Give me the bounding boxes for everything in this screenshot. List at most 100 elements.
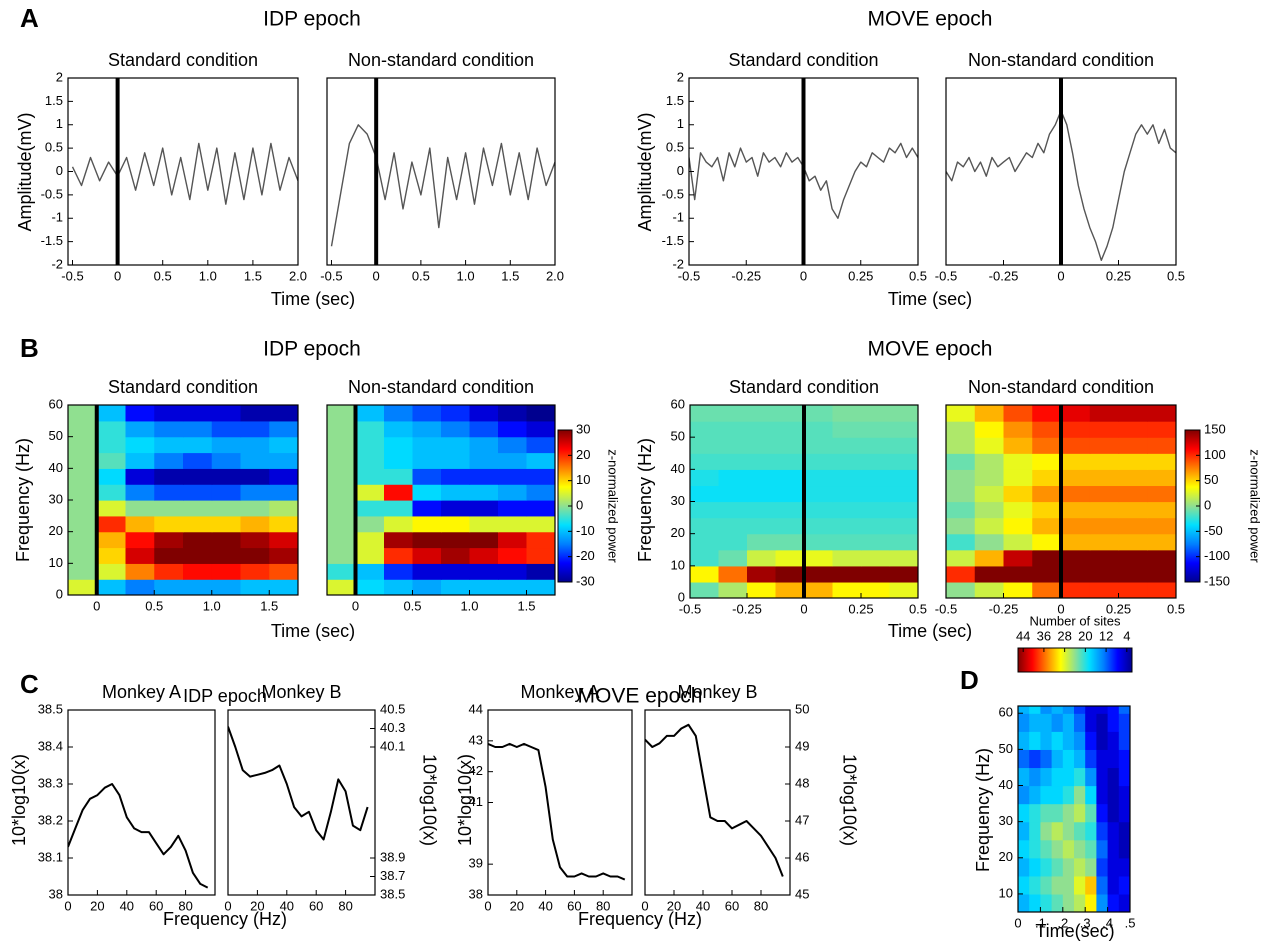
x-tick-label: 1.5 [244, 268, 262, 283]
heatmap-cell [526, 515, 555, 533]
heatmap-cell [1003, 485, 1033, 503]
heatmap-cell [1018, 767, 1030, 787]
heatmap-cell [498, 452, 528, 469]
plot-area [946, 405, 1176, 598]
heatmap-cell [96, 468, 127, 485]
heatmap-cell [1107, 857, 1120, 877]
x-tick-label: 40 [538, 898, 552, 913]
y-tick-label: 1.5 [666, 93, 684, 108]
heatmap-cell [889, 453, 918, 470]
heatmap-cell [1096, 767, 1109, 787]
heatmap-cell [1147, 421, 1176, 438]
heatmap-cell [68, 405, 98, 422]
heatmap-cell [1118, 501, 1148, 519]
heatmap-cell [1018, 731, 1030, 750]
heatmap-cell [1062, 821, 1075, 841]
heatmap-cell [1118, 706, 1130, 714]
x-tick-label: 80 [754, 898, 768, 913]
heatmap-cell [946, 405, 976, 422]
heatmap-cell [1003, 405, 1033, 422]
heatmap-cell [690, 405, 720, 422]
heatmap-cell [498, 405, 528, 422]
colorbar-tick-label: -150 [1204, 573, 1230, 588]
y-tick-label: 60 [999, 705, 1013, 720]
heatmap-cell [1118, 713, 1130, 732]
heatmap-cell [183, 547, 213, 564]
heatmap-cell [974, 517, 1005, 535]
heatmap-cell [1061, 565, 1091, 583]
heatmap-cell [327, 547, 357, 564]
x-tick-label: 0 [93, 598, 100, 613]
heatmap-cell [1074, 706, 1086, 714]
heatmap-cell [469, 420, 499, 438]
heatmap-cell [498, 500, 528, 517]
colorbar-tick-label: 50 [1204, 472, 1218, 487]
x-tick-label: 20 [510, 898, 524, 913]
colorbar-tick-label: 10 [576, 472, 590, 487]
heatmap-cell [1062, 731, 1075, 750]
heatmap-cell [469, 563, 499, 580]
x-tick-label: 1.0 [199, 268, 217, 283]
y-tick-label: 0.5 [666, 140, 684, 155]
heatmap-cell [1107, 803, 1120, 823]
heatmap-cell [240, 579, 270, 595]
x-tick-label: 0 [224, 898, 231, 913]
heatmap-cell [183, 579, 213, 595]
heatmap-cell [804, 421, 834, 438]
heatmap-cell [690, 565, 720, 583]
heatmap-cell [690, 469, 720, 487]
heatmap-cell [125, 515, 155, 533]
heatmap-cell [498, 531, 528, 549]
heatmap-cell [775, 437, 805, 454]
heatmap-cell [498, 579, 528, 595]
heatmap-cell [1040, 785, 1053, 805]
y-tick-label: 50 [49, 428, 63, 443]
x-tick-label: 40 [120, 898, 134, 913]
heatmap-cell [327, 500, 357, 517]
heatmap-cell [269, 452, 298, 469]
x-tick-label: 0 [1057, 601, 1064, 616]
heatmap-cell [861, 469, 891, 487]
heatmap-cell [1003, 421, 1033, 438]
heatmap-cell [68, 420, 98, 438]
heatmap-cell [1061, 421, 1091, 438]
heatmap-cell [1074, 731, 1086, 750]
heatmap-cell [1032, 533, 1062, 551]
panel-label: A [20, 3, 39, 33]
heatmap-cell [412, 452, 442, 469]
heatmap-cell [469, 484, 499, 501]
colorbar-tick-label: 20 [1078, 628, 1092, 643]
heatmap-cell [690, 533, 720, 551]
heatmap-cell [1040, 749, 1053, 769]
heatmap-cell [747, 485, 777, 503]
heatmap-cell [1040, 893, 1053, 912]
heatmap-cell [96, 484, 127, 501]
heatmap-cell [1003, 469, 1033, 487]
heatmap-cell [832, 581, 862, 598]
heatmap-cell [974, 437, 1005, 454]
heatmap-cell [1118, 405, 1148, 422]
heatmap-cell [747, 549, 777, 567]
heatmap-cell [1051, 706, 1064, 714]
heatmap-cell [441, 500, 471, 517]
heatmap-cell [1051, 893, 1064, 912]
heatmap-cell [1089, 485, 1120, 503]
line-series [68, 783, 209, 889]
heatmap-cell [498, 547, 528, 564]
heatmap-cell [1074, 749, 1086, 769]
y-tick-label: -1.5 [662, 233, 684, 248]
x-tick-label: 20 [250, 898, 264, 913]
colorbar-tick-label: 36 [1037, 628, 1051, 643]
heatmap-cell [240, 420, 270, 438]
heatmap-cell [1118, 581, 1148, 598]
heatmap-cell [355, 452, 385, 469]
heatmap-cell [1029, 785, 1041, 805]
heatmap-cell [96, 405, 127, 422]
heatmap-cell [775, 405, 805, 422]
heatmap-cell [775, 485, 805, 503]
heatmap-cell [1032, 549, 1062, 567]
heatmap-cell [211, 531, 242, 549]
y-tick-label: 60 [671, 396, 685, 411]
x-tick-label: -0.5 [678, 268, 700, 283]
heatmap-cell [1118, 421, 1148, 438]
